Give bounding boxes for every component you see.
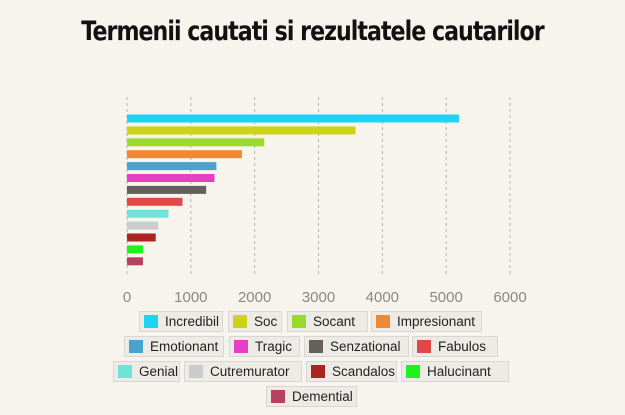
x-tick-label: 3000 — [302, 289, 335, 306]
legend-item-halucinant[interactable]: Halucinant — [401, 361, 509, 382]
x-tick-label: 6000 — [493, 289, 526, 306]
legend-swatch — [376, 315, 390, 328]
legend-swatch — [271, 390, 285, 403]
legend-item-demential[interactable]: Demential — [266, 386, 357, 407]
legend-label: Tragic — [255, 339, 293, 354]
legend-swatch — [118, 365, 132, 378]
x-tick-label: 0 — [123, 289, 131, 306]
legend-label: Halucinant — [427, 364, 491, 379]
legend-label: Scandalos — [332, 364, 396, 379]
legend-swatch — [129, 340, 143, 353]
chart-title: Termenii cautati si rezultatele cautaril… — [81, 16, 544, 47]
legend-label: Soc — [254, 314, 278, 329]
legend-label: Fabulos — [438, 339, 487, 354]
legend-label: Genial — [139, 364, 179, 379]
x-tick-label: 2000 — [238, 289, 271, 306]
bar-demential — [127, 257, 143, 266]
legend-label: Socant — [313, 314, 356, 329]
legend-label: Senzational — [330, 339, 401, 354]
bar-scandalos — [127, 233, 156, 242]
legend-swatch — [309, 340, 323, 353]
legend-item-incredibil[interactable]: Incredibil — [139, 311, 223, 332]
legend-item-scandalos[interactable]: Scandalos — [306, 361, 397, 382]
legend-label: Incredibil — [165, 314, 220, 329]
legend-swatch — [292, 315, 306, 328]
bar-cutremurator — [127, 221, 159, 230]
bar-soc — [127, 126, 356, 135]
legend-item-socant[interactable]: Socant — [287, 311, 368, 332]
x-tick-label: 4000 — [366, 289, 399, 306]
bar-impresionant — [127, 150, 242, 159]
legend-label: Impresionant — [397, 314, 476, 329]
legend-item-tragic[interactable]: Tragic — [229, 336, 300, 357]
bar-socant — [127, 138, 265, 147]
legend-swatch — [144, 315, 158, 328]
bar-halucinant — [127, 245, 143, 254]
legend-item-senzational[interactable]: Senzational — [304, 336, 409, 357]
x-tick-label: 1000 — [174, 289, 207, 306]
x-tick-label: 5000 — [429, 289, 462, 306]
legend-swatch — [417, 340, 431, 353]
bar-senzational — [127, 185, 207, 194]
legend-item-emotionant[interactable]: Emotionant — [124, 336, 224, 357]
bar-tragic — [127, 174, 215, 182]
legend-label: Emotionant — [150, 339, 219, 354]
legend-item-soc[interactable]: Soc — [228, 311, 282, 332]
bar-emotionant — [127, 162, 217, 171]
legend-swatch — [233, 315, 247, 328]
legend-swatch — [311, 365, 325, 378]
legend-label: Cutremurator — [210, 364, 290, 379]
bar-genial — [127, 209, 169, 218]
legend-swatch — [234, 340, 248, 353]
bar-fabulos — [127, 197, 183, 206]
legend-item-impresionant[interactable]: Impresionant — [371, 311, 482, 332]
legend-item-genial[interactable]: Genial — [113, 361, 180, 382]
legend-item-cutremurator[interactable]: Cutremurator — [184, 361, 302, 382]
legend-swatch — [406, 365, 420, 378]
legend-label: Demential — [292, 389, 353, 404]
legend-item-fabulos[interactable]: Fabulos — [412, 336, 498, 357]
bar-incredibil — [127, 114, 459, 123]
legend-swatch — [189, 365, 203, 378]
